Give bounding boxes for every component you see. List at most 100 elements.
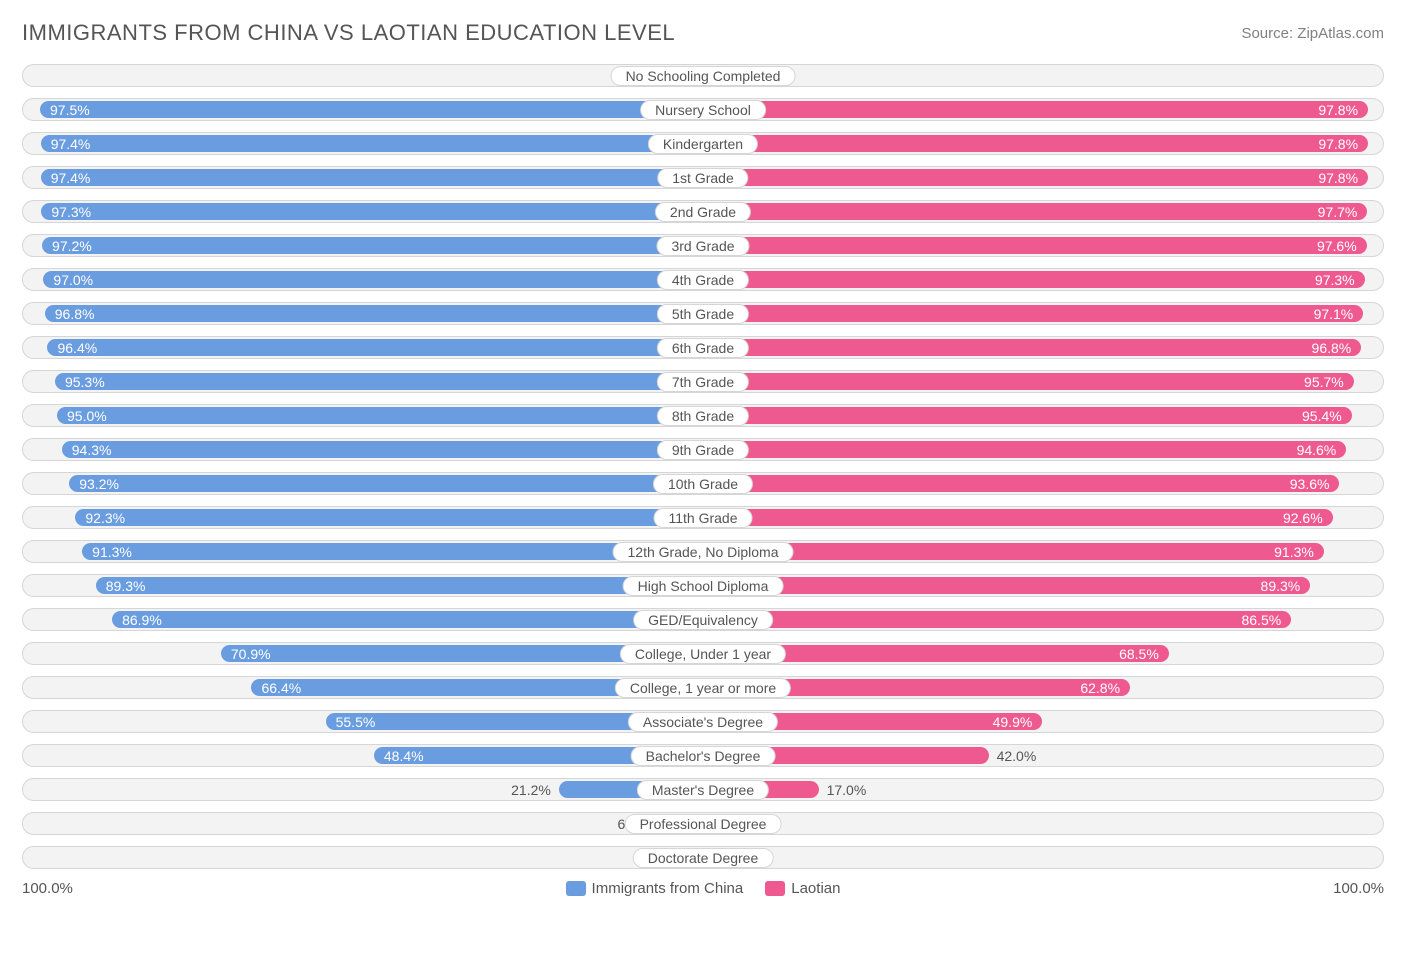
bar-right (703, 407, 1352, 424)
bar-right (703, 101, 1368, 118)
pct-label-left: 97.2% (52, 238, 92, 254)
legend-label-right: Laotian (791, 880, 840, 897)
bar-right (703, 271, 1365, 288)
bar-right (703, 509, 1333, 526)
bar-right (703, 373, 1354, 390)
chart-row: 2.6%2.2%No Schooling Completed (22, 64, 1384, 87)
chart-row: 97.3%97.7%2nd Grade (22, 200, 1384, 223)
category-label: Bachelor's Degree (631, 746, 776, 766)
category-label: 2nd Grade (655, 202, 751, 222)
bar-left (40, 101, 703, 118)
pct-label-right: 97.8% (1318, 136, 1358, 152)
pct-label-right: 97.8% (1318, 102, 1358, 118)
axis-right-label: 100.0% (1333, 880, 1384, 897)
bar-right (703, 475, 1339, 492)
bar-left (41, 203, 703, 220)
bar-right (703, 305, 1363, 322)
bar-left (45, 305, 703, 322)
chart-title: IMMIGRANTS FROM CHINA VS LAOTIAN EDUCATI… (22, 20, 675, 46)
bar-left (69, 475, 703, 492)
pct-label-right: 97.1% (1314, 306, 1354, 322)
chart-row: 97.2%97.6%3rd Grade (22, 234, 1384, 257)
category-label: Associate's Degree (628, 712, 778, 732)
category-label: College, 1 year or more (615, 678, 791, 698)
bar-right (703, 611, 1291, 628)
chart-row: 86.9%86.5%GED/Equivalency (22, 608, 1384, 631)
pct-label-right: 95.4% (1302, 408, 1342, 424)
category-label: Master's Degree (637, 780, 769, 800)
chart-row: 93.2% 93.6% 10th Grade (22, 472, 1384, 495)
pct-label-right: 97.3% (1315, 272, 1355, 288)
bar-left (41, 169, 703, 186)
chart-row: 3.1%2.3%Doctorate Degree (22, 846, 1384, 869)
pct-label-right: 89.3% (1261, 578, 1301, 594)
pct-label-left: 93.2% (79, 476, 119, 492)
bar-left (41, 135, 703, 152)
pct-label-left: 86.9% (122, 612, 162, 628)
pct-label-right: 42.0% (997, 748, 1037, 764)
bar-right (703, 169, 1368, 186)
pct-label-left: 89.3% (106, 578, 146, 594)
pct-label-right: 97.6% (1317, 238, 1357, 254)
pct-label-right: 94.6% (1297, 442, 1337, 458)
category-label: Nursery School (640, 100, 766, 120)
category-label: 11th Grade (653, 508, 752, 528)
pct-label-left: 70.9% (231, 646, 271, 662)
chart-row: 95.3%95.7%7th Grade (22, 370, 1384, 393)
category-label: High School Diploma (623, 576, 784, 596)
bar-right (703, 577, 1310, 594)
chart-row: 89.3% 89.3% High School Diploma (22, 574, 1384, 597)
pct-label-left: 97.0% (53, 272, 93, 288)
category-label: 8th Grade (657, 406, 749, 426)
legend-swatch-right (765, 881, 785, 896)
pct-label-right: 17.0% (827, 782, 867, 798)
legend-swatch-left (566, 881, 586, 896)
bar-right (703, 203, 1367, 220)
chart-header: IMMIGRANTS FROM CHINA VS LAOTIAN EDUCATI… (22, 20, 1384, 46)
bar-left (57, 407, 703, 424)
legend-item-right: Laotian (765, 880, 840, 897)
pct-label-right: 49.9% (993, 714, 1033, 730)
chart-axis: 100.0% Immigrants from China Laotian 100… (22, 880, 1384, 897)
category-label: GED/Equivalency (633, 610, 773, 630)
legend-item-left: Immigrants from China (566, 880, 744, 897)
chart-row: 6.7%5.2%Professional Degree (22, 812, 1384, 835)
category-label: College, Under 1 year (620, 644, 786, 664)
bar-right (703, 339, 1361, 356)
chart-row: 95.0%95.4%8th Grade (22, 404, 1384, 427)
category-label: 9th Grade (657, 440, 749, 460)
pct-label-right: 91.3% (1274, 544, 1314, 560)
pct-label-left: 95.3% (65, 374, 105, 390)
category-label: 12th Grade, No Diploma (613, 542, 794, 562)
pct-label-left: 92.3% (85, 510, 125, 526)
pct-label-right: 95.7% (1304, 374, 1344, 390)
bar-left (82, 543, 703, 560)
pct-label-right: 62.8% (1080, 680, 1120, 696)
category-label: 10th Grade (653, 474, 753, 494)
bar-right (703, 135, 1368, 152)
pct-label-left: 21.2% (511, 782, 551, 798)
chart-legend: Immigrants from China Laotian (566, 880, 841, 897)
bar-right (703, 441, 1346, 458)
category-label: 4th Grade (657, 270, 749, 290)
pct-label-left: 55.5% (336, 714, 376, 730)
chart-row: 21.2% 17.0% Master's Degree (22, 778, 1384, 801)
bar-left (42, 237, 703, 254)
pct-label-right: 93.6% (1290, 476, 1330, 492)
pct-label-left: 48.4% (384, 748, 424, 764)
pct-label-right: 97.7% (1318, 204, 1358, 220)
chart-row: 96.4%96.8%6th Grade (22, 336, 1384, 359)
bar-right (703, 543, 1324, 560)
chart-row: 66.4% 62.8% College, 1 year or more (22, 676, 1384, 699)
chart-row: 92.3%92.6%11th Grade (22, 506, 1384, 529)
bar-left (55, 373, 703, 390)
bar-left (112, 611, 703, 628)
category-label: 6th Grade (657, 338, 749, 358)
bar-left (62, 441, 703, 458)
legend-label-left: Immigrants from China (592, 880, 744, 897)
category-label: Doctorate Degree (633, 848, 774, 868)
pct-label-left: 96.8% (55, 306, 95, 322)
pct-label-left: 66.4% (261, 680, 301, 696)
bar-left (43, 271, 703, 288)
chart-row: 97.5%97.8%Nursery School (22, 98, 1384, 121)
